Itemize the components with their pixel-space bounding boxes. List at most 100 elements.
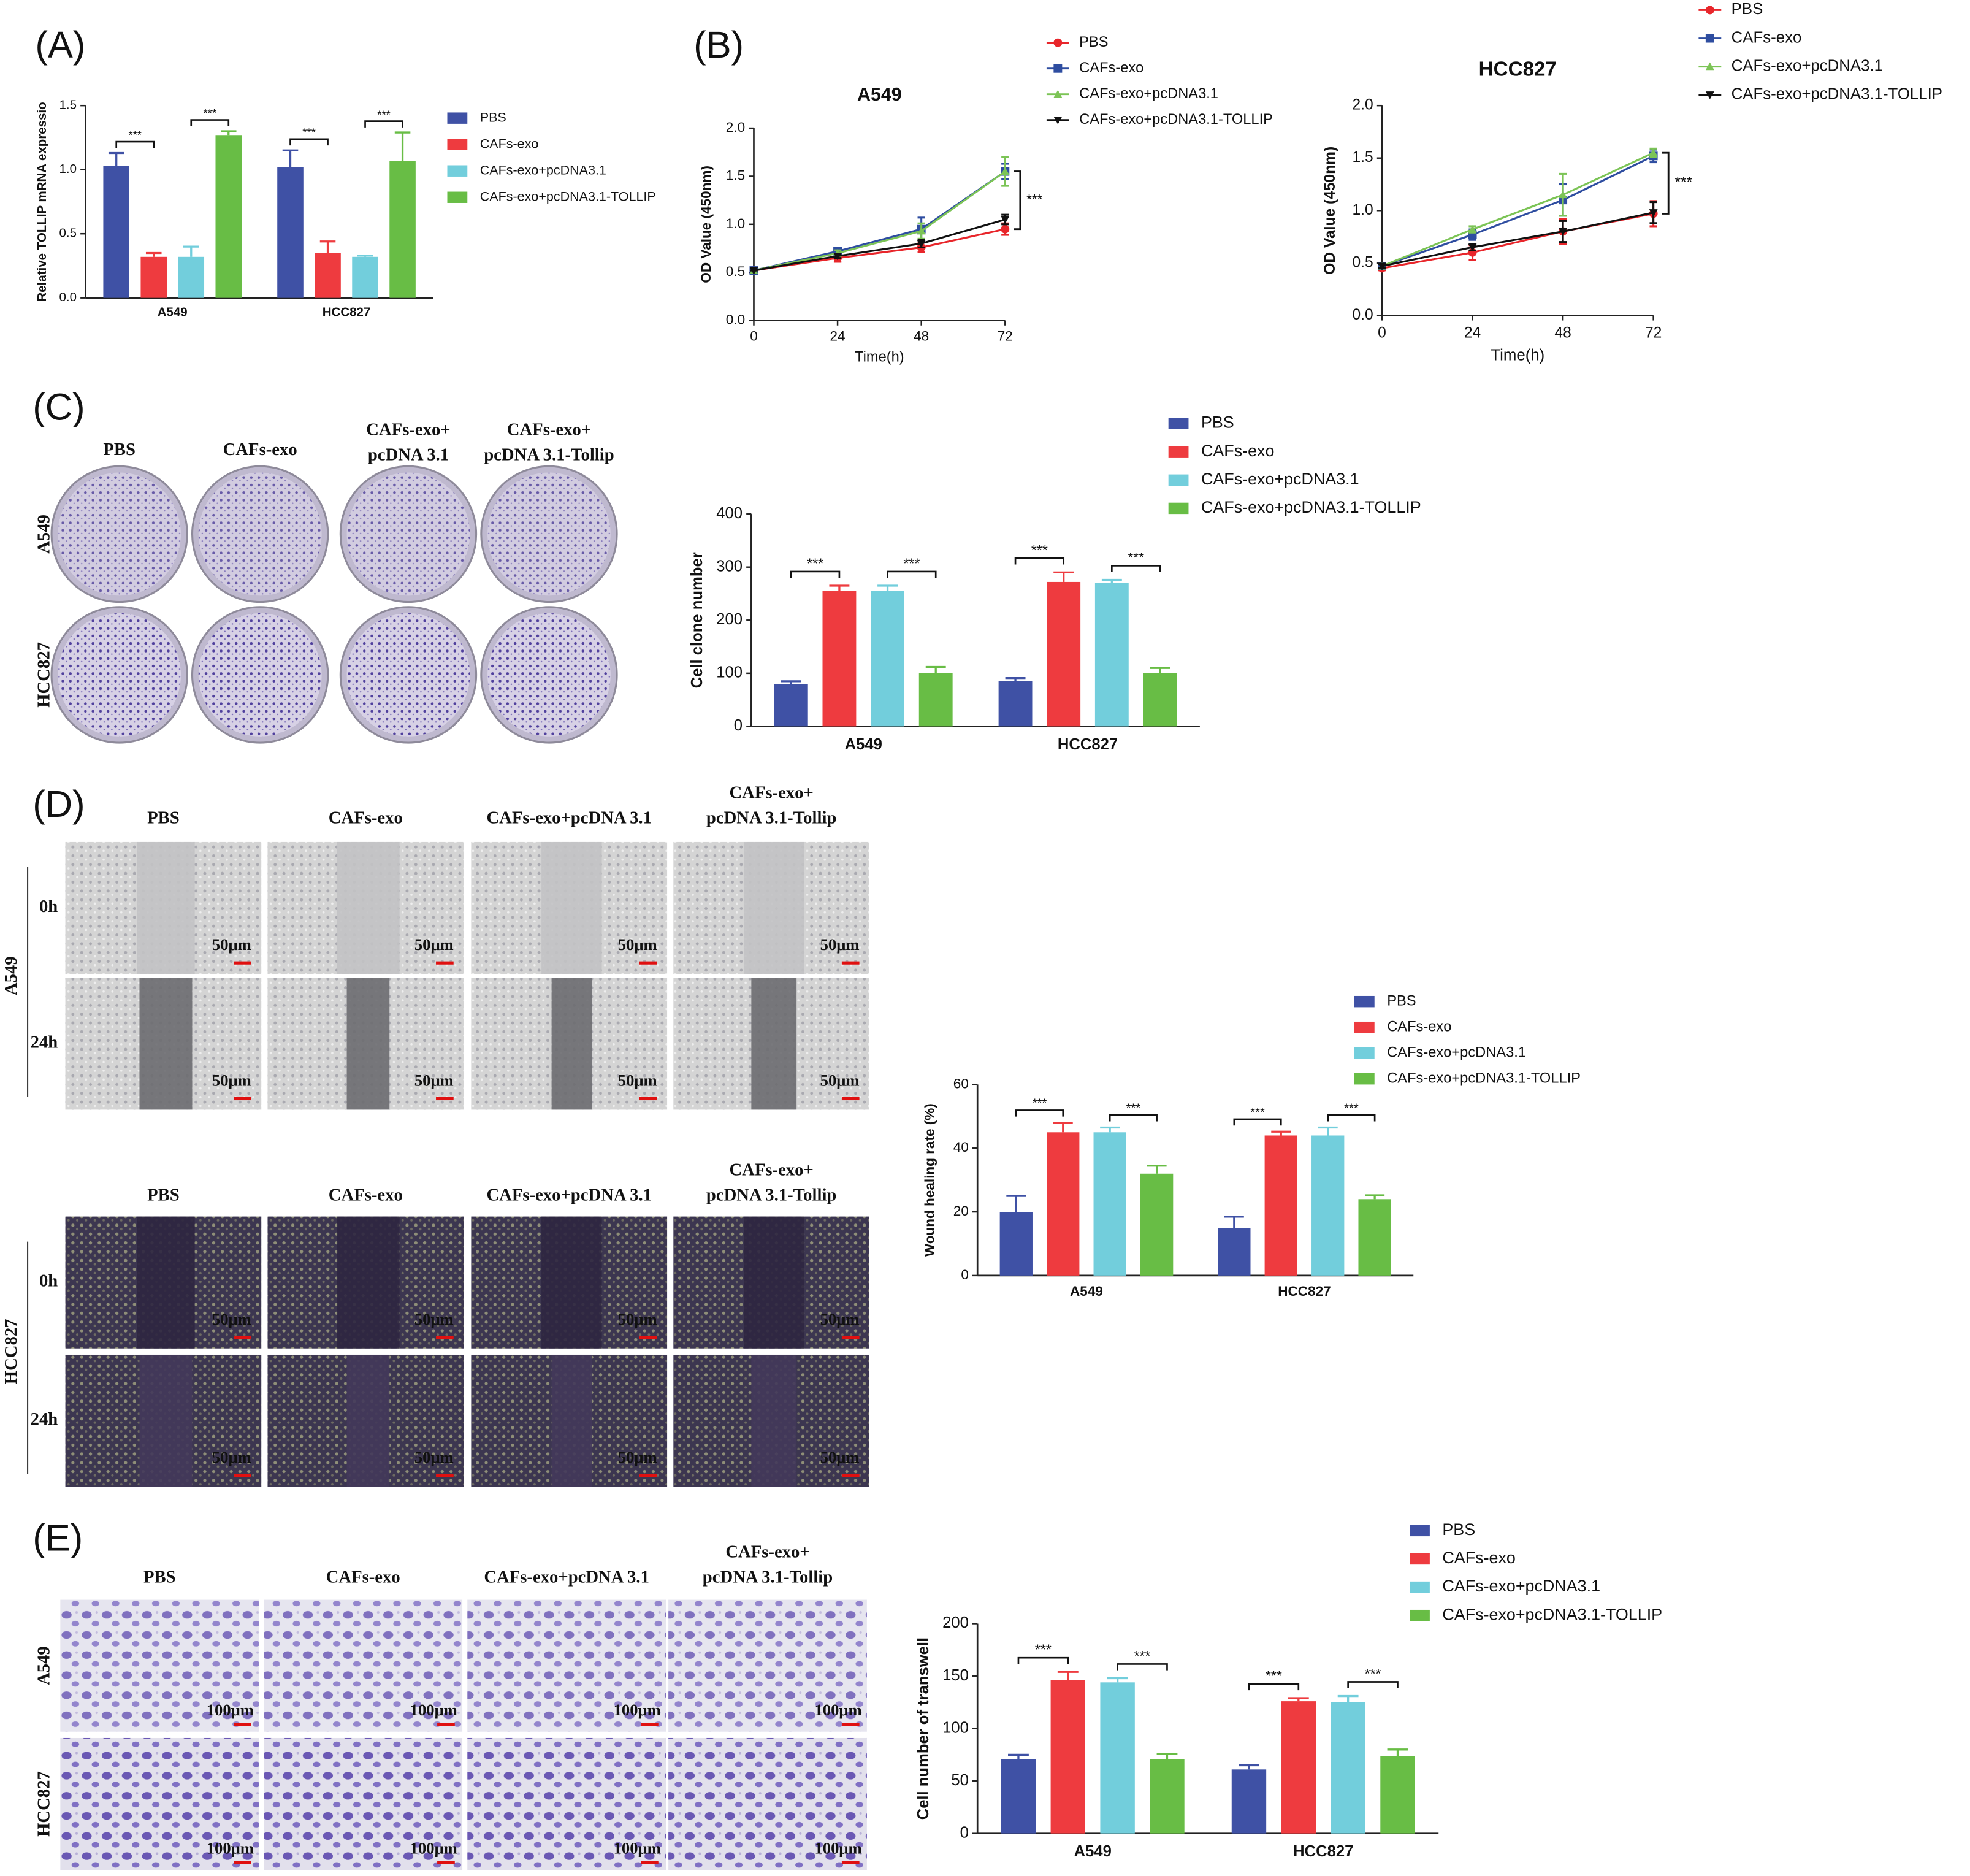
legend-label: PBS — [1442, 1520, 1475, 1539]
y-tick-label: 200 — [716, 611, 743, 628]
legend-label: CAFs-exo+pcDNA3.1-TOLLIP — [1442, 1605, 1662, 1623]
significance-bracket — [1327, 1114, 1376, 1122]
column-header: PBS — [147, 1185, 180, 1204]
x-tick-label: 48 — [914, 329, 929, 344]
legend-label: CAFs-exo+pcDNA3.1 — [1079, 86, 1218, 102]
bar — [774, 684, 808, 727]
scale-bar — [639, 1336, 657, 1339]
scale-label: 100μm — [814, 1839, 861, 1857]
wound-gap — [139, 978, 193, 1110]
bar — [215, 135, 242, 298]
colony-field — [346, 472, 470, 596]
scale-label: 50μm — [212, 935, 251, 954]
scale-bar — [641, 1723, 659, 1726]
significance-label: *** — [1031, 542, 1048, 558]
x-tick-label: 24 — [1464, 324, 1481, 341]
bar — [1331, 1702, 1365, 1834]
significance-label: *** — [903, 556, 920, 572]
scale-label: 50μm — [212, 1310, 251, 1328]
series-line — [1381, 151, 1654, 267]
legend-marker — [1053, 64, 1063, 73]
significance-label: *** — [1250, 1106, 1265, 1119]
series-line — [1381, 212, 1654, 267]
y-tick-label: 0 — [734, 717, 743, 734]
bar — [918, 673, 953, 727]
legend-swatch — [1410, 1581, 1430, 1593]
y-tick-label: 1.0 — [59, 162, 77, 176]
bar — [1281, 1701, 1316, 1834]
significance-label: *** — [807, 556, 823, 572]
x-tick-label: 72 — [1645, 324, 1662, 341]
scale-bar — [436, 1474, 454, 1477]
scale-bar — [841, 961, 860, 965]
point — [1001, 167, 1010, 175]
colony-field — [58, 613, 181, 737]
point — [1649, 148, 1658, 156]
y-tick-label: 0.5 — [59, 226, 77, 240]
legend-swatch — [1168, 446, 1189, 458]
x-tick-label: 0 — [1378, 324, 1386, 341]
wound-gap — [541, 841, 602, 974]
column-header: CAFs-exo+pcDNA 3.1 — [484, 1567, 649, 1587]
point — [1468, 243, 1477, 252]
column-header: CAFs-exo+ — [729, 1160, 813, 1179]
y-tick-label: 1.0 — [1353, 202, 1373, 218]
column-header: CAFs-exo — [223, 440, 297, 459]
point — [749, 267, 758, 275]
y-tick-label: 2.0 — [1353, 97, 1373, 113]
y-tick-label: 0 — [961, 1267, 969, 1282]
legend-marker — [1705, 34, 1714, 43]
significance-bracket — [190, 119, 230, 126]
legend-swatch — [1410, 1553, 1430, 1565]
transwell-image — [60, 1599, 259, 1732]
row-label: A549 — [1, 956, 21, 995]
bar — [1380, 1756, 1415, 1834]
panel-label: (D) — [32, 783, 85, 825]
significance-label: *** — [1134, 1648, 1151, 1664]
scale-label: 50μm — [820, 1448, 860, 1466]
wound-gap — [337, 841, 400, 974]
series-line — [754, 218, 1006, 272]
scale-bar — [639, 1474, 657, 1477]
significance-label: *** — [1026, 192, 1043, 207]
scale-bar — [234, 1474, 251, 1477]
x-tick-label: HCC827 — [1293, 1843, 1353, 1860]
significance-bracket — [1117, 1663, 1168, 1671]
colony-field — [198, 613, 322, 737]
bar — [1047, 1132, 1080, 1276]
significance-label: *** — [1035, 1642, 1052, 1658]
row-label: A549 — [34, 1646, 53, 1685]
legend-label: CAFs-exo+pcDNA3.1 — [480, 163, 606, 177]
legend-swatch — [447, 165, 468, 177]
bar — [1094, 583, 1129, 727]
significance-bracket — [1662, 151, 1670, 215]
bar — [140, 256, 167, 298]
y-tick-label: 0.0 — [1353, 307, 1373, 323]
bar — [1311, 1135, 1345, 1276]
scale-bar — [234, 961, 251, 965]
y-tick-label: 2.0 — [726, 120, 745, 135]
transwell-image — [60, 1737, 259, 1870]
y-tick-label: 100 — [942, 1719, 969, 1736]
panel-label: (B) — [693, 24, 744, 66]
series-line — [754, 228, 1006, 272]
scale-bar — [436, 1336, 454, 1339]
column-header: CAFs-exo+ — [729, 783, 813, 803]
legend-label: CAFs-exo — [1442, 1549, 1515, 1567]
column-header: CAFs-exo — [329, 808, 403, 828]
legend-label: PBS — [480, 110, 506, 124]
scale-label: 50μm — [618, 1448, 657, 1466]
legend-label: CAFs-exo — [1731, 29, 1802, 46]
column-header: CAFs-exo+ — [725, 1542, 809, 1561]
scale-bar — [436, 1097, 454, 1101]
colony-field — [487, 613, 611, 737]
bar — [103, 166, 129, 298]
scale-label: 50μm — [414, 1310, 454, 1328]
y-tick-label: 100 — [716, 664, 743, 681]
column-header: CAFs-exo+ — [507, 419, 591, 439]
scale-label: 100μm — [410, 1701, 457, 1719]
scale-bar — [841, 1474, 860, 1477]
transwell-image — [264, 1737, 463, 1870]
wound-gap — [337, 1216, 400, 1349]
significance-bracket — [1015, 1109, 1064, 1117]
